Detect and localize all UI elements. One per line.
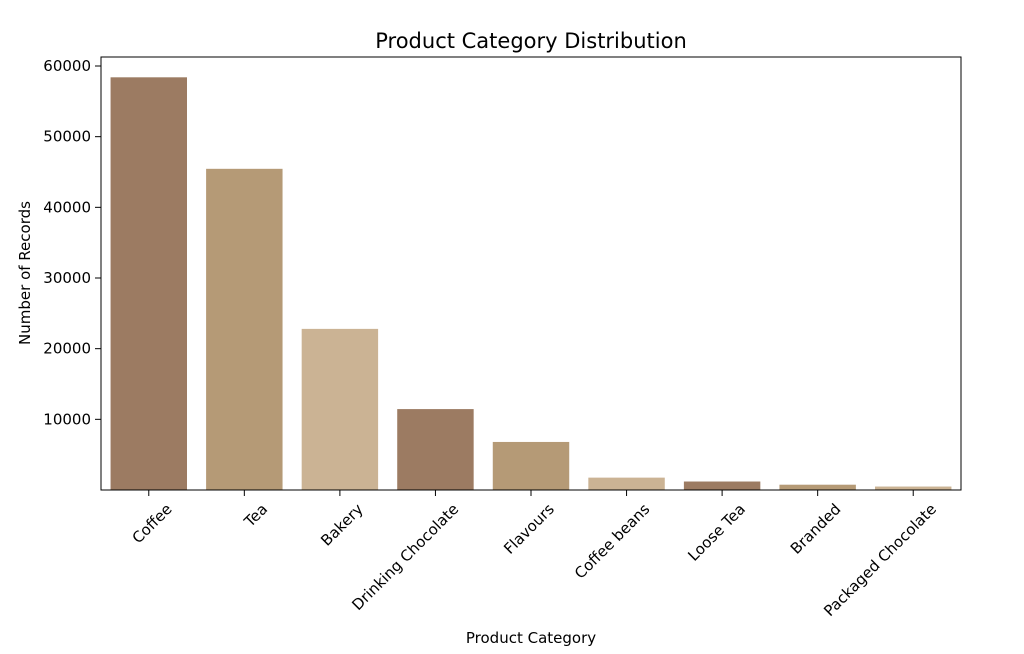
y-tick-label: 10000 [43, 410, 91, 428]
y-tick-label: 60000 [43, 57, 91, 75]
x-tick-label: Coffee [129, 500, 176, 547]
x-tick-label: Coffee beans [571, 500, 653, 582]
bar-flavours [492, 441, 570, 490]
y-tick-label: 30000 [43, 269, 91, 287]
x-tick-label: Loose Tea [684, 500, 749, 565]
bar-bakery [301, 328, 379, 490]
bar-branded [779, 484, 856, 490]
y-axis-label: Number of Records [16, 201, 34, 345]
y-tick-label: 20000 [43, 340, 91, 358]
y-tick-label: 40000 [43, 198, 91, 216]
x-tick-label: Drinking Chocolate [348, 500, 462, 614]
plot-frame [100, 56, 962, 491]
chart-title: Product Category Distribution [375, 29, 687, 53]
bar-loose-tea [683, 481, 761, 490]
bars-group [110, 77, 952, 490]
bar-packaged-chocolate [875, 486, 952, 490]
y-tick-label: 50000 [43, 128, 91, 146]
x-axis-label: Product Category [466, 629, 596, 647]
bar-coffee [110, 77, 187, 490]
x-tick-label: Flavours [500, 500, 558, 558]
x-tick-label: Branded [787, 500, 845, 558]
x-tick-label: Tea [240, 500, 271, 531]
x-tick-label: Bakery [317, 500, 367, 550]
y-axis-ticks: 10000 20000 30000 40000 50000 60000 [43, 57, 101, 428]
bar-tea [206, 168, 283, 490]
bar-drinking-chocolate [397, 409, 474, 490]
bar-coffee-beans [588, 477, 665, 490]
